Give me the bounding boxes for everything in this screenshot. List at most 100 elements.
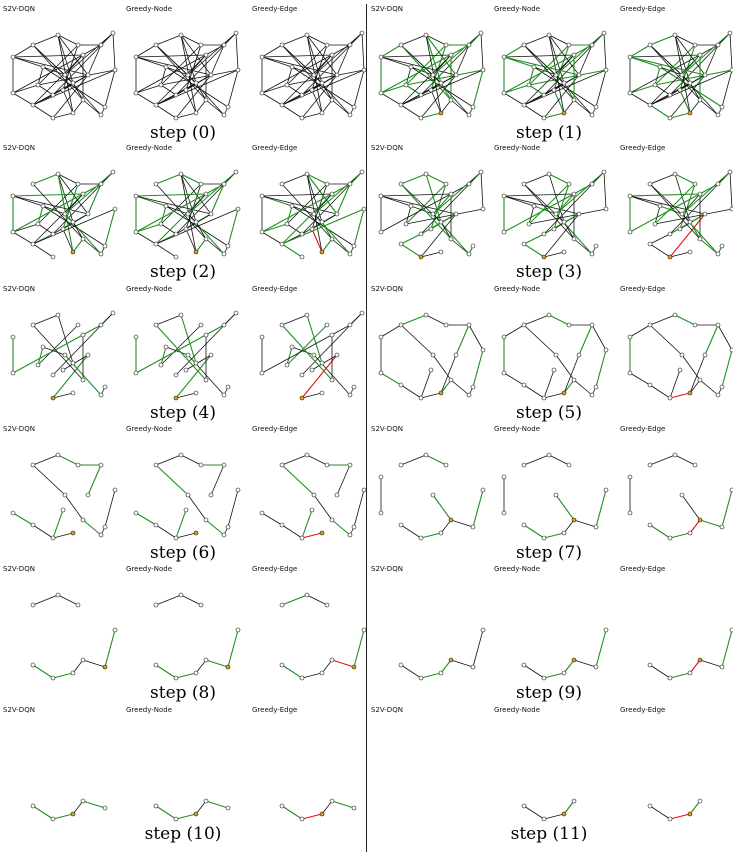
graph-edge <box>175 213 212 235</box>
graph-node <box>398 522 404 528</box>
graph-edge <box>669 813 691 820</box>
graph-edge <box>155 34 182 46</box>
graph-node <box>259 54 265 60</box>
graph-edge <box>205 99 225 116</box>
graph-edge <box>281 104 303 119</box>
graph-node <box>309 87 315 93</box>
panel-title: Greedy-Node <box>494 285 541 293</box>
graph-edge <box>281 454 308 466</box>
graph-node <box>448 191 454 197</box>
graph-node <box>351 243 357 249</box>
graph-node <box>667 816 673 822</box>
graph-node <box>110 169 116 175</box>
graph-edge <box>480 171 484 210</box>
graph-node <box>679 72 685 78</box>
graph-node <box>203 332 209 338</box>
graph-edge <box>649 243 671 258</box>
graph-edge <box>313 213 351 255</box>
graph-node <box>679 492 685 498</box>
graph-node <box>627 229 633 235</box>
graph-edge <box>32 183 84 240</box>
graph-node <box>359 310 365 316</box>
graph-edge <box>301 213 338 235</box>
graph-edge <box>32 464 66 496</box>
graph-edge <box>425 454 447 466</box>
graph-node <box>667 115 673 121</box>
graph-node <box>208 211 214 217</box>
graph-edge <box>425 34 447 46</box>
graph-panel <box>133 30 241 121</box>
graph-edge <box>313 54 333 76</box>
graph-edge <box>649 44 701 101</box>
graph-node <box>203 657 209 663</box>
graph-edge <box>321 82 333 101</box>
graph-node <box>672 32 678 38</box>
graph-node <box>448 517 454 523</box>
graph-node <box>50 115 56 121</box>
graph-node <box>478 30 484 36</box>
graph-node <box>603 347 609 353</box>
graph-edge <box>629 84 656 94</box>
graph-node <box>299 372 305 378</box>
graph-edge <box>331 99 351 116</box>
graph-edge <box>432 32 482 76</box>
graph-edge <box>674 173 696 185</box>
graph-edge <box>353 629 365 668</box>
graph-node <box>551 226 557 232</box>
graph-edge <box>175 171 237 235</box>
graph-node <box>324 42 330 48</box>
graph-edge <box>210 44 225 76</box>
graph-node <box>561 219 567 225</box>
graph-edge <box>261 195 293 207</box>
graph-edge <box>420 392 442 399</box>
graph-node <box>158 221 164 227</box>
graph-edge <box>548 34 565 84</box>
graph-node <box>30 42 36 48</box>
graph-edge <box>32 104 54 119</box>
graph-node <box>153 181 159 187</box>
graph-edge <box>135 92 157 106</box>
graph-edge <box>281 183 333 240</box>
panel-title: S2V-DQN <box>371 144 403 152</box>
graph-node <box>221 112 227 118</box>
step-label: step (1) <box>516 123 582 143</box>
graph-edge <box>405 183 447 225</box>
graph-node <box>319 530 325 536</box>
graph-edge <box>155 183 207 240</box>
graph-node <box>715 392 721 398</box>
graph-node <box>719 104 725 110</box>
graph-node <box>324 462 330 468</box>
graph-node <box>319 360 325 366</box>
graph-edge <box>629 193 701 197</box>
graph-node <box>466 42 472 48</box>
graph-edge <box>361 32 365 71</box>
graph-node <box>70 110 76 116</box>
graph-edge <box>649 664 671 679</box>
graph-edge <box>32 314 59 326</box>
graph-node <box>102 805 108 811</box>
graph-edge <box>425 34 442 84</box>
graph-node <box>531 64 537 70</box>
graph-edge <box>135 512 157 526</box>
graph-edge <box>669 112 691 119</box>
graph-edge <box>301 171 363 235</box>
graph-edge <box>286 223 303 235</box>
graph-node <box>729 627 733 633</box>
graph-edge <box>281 34 308 46</box>
graph-edge <box>528 183 570 225</box>
graph-node <box>571 52 577 58</box>
graph-node <box>546 32 552 38</box>
graph-node <box>225 243 231 249</box>
graph-edge <box>261 44 351 94</box>
panel-title: S2V-DQN <box>371 425 403 433</box>
graph-node <box>398 662 404 668</box>
graph-panel <box>647 798 703 822</box>
panel-title: S2V-DQN <box>371 285 403 293</box>
graph-node <box>428 367 434 373</box>
graph-edge <box>543 112 565 119</box>
graph-edge <box>563 354 580 394</box>
graph-node <box>102 104 108 110</box>
graph-node <box>50 816 56 822</box>
graph-node <box>70 360 76 366</box>
graph-edge <box>32 594 59 606</box>
